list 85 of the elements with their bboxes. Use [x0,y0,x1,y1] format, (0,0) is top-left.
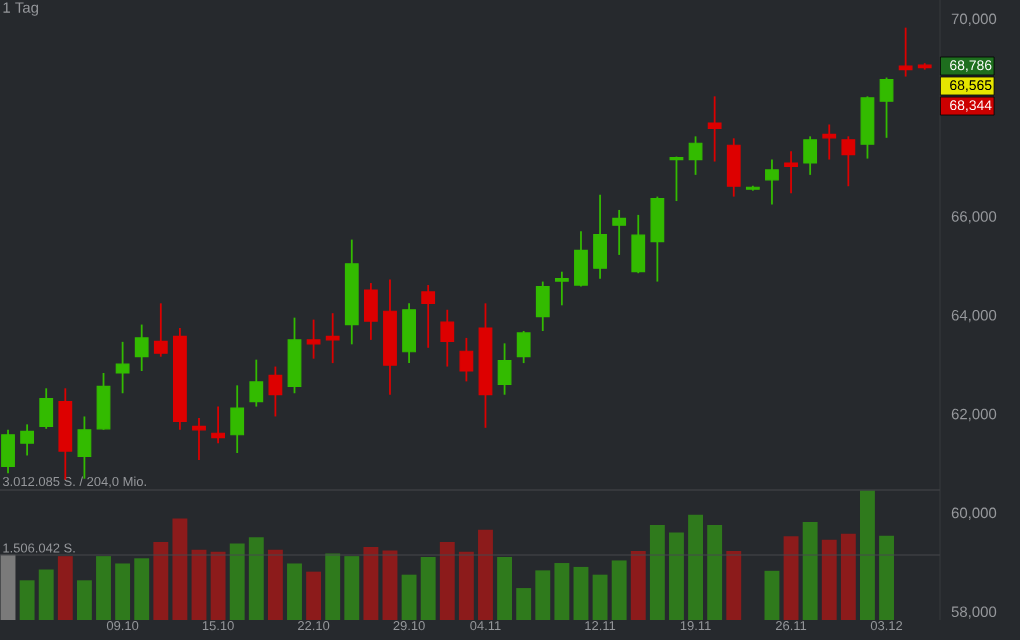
bar [573,566,589,620]
bar [783,536,799,620]
bar [478,529,493,620]
bar [248,537,264,620]
candlestick [765,158,779,206]
bar [821,539,837,620]
bar [669,532,684,620]
candlestick [230,384,245,454]
candlestick [115,340,130,395]
candlestick [860,95,875,160]
bar [707,525,723,620]
bar [592,574,608,620]
bar [172,518,188,620]
bar [535,570,551,620]
candlestick [1,428,15,475]
candlestick [612,209,627,256]
candlestick [402,302,416,364]
bar [802,522,818,620]
bar [38,569,54,620]
bar [611,560,627,620]
candlestick [440,308,455,368]
bar [363,547,379,620]
candlestick [574,230,588,288]
bar [229,543,245,620]
bar [726,550,742,620]
bar [516,588,532,620]
bar [57,556,73,620]
bar [401,574,417,620]
candlestick [803,135,818,176]
bar [134,558,150,620]
candlestick [554,270,569,307]
bar [96,556,111,620]
bar [420,556,436,620]
bar [191,549,207,620]
bar [115,563,131,620]
bar [879,535,894,620]
candlestick [249,358,264,408]
bar [382,550,398,620]
candlestick [707,95,722,163]
candlestick [153,302,168,358]
candlestick [325,312,340,364]
candlestick [784,150,798,195]
bar [439,541,455,620]
candlestick [287,316,302,395]
bar [859,490,875,620]
candlestick [421,284,436,349]
bar [840,533,856,620]
candlestick [497,342,512,396]
candlestick [631,214,646,275]
bar [306,571,322,620]
candlestick [879,76,894,139]
candlestick [669,155,684,202]
bar [76,580,92,620]
candlestick [459,337,474,383]
bar [554,563,570,620]
bar [267,549,283,620]
candlestick [39,387,54,430]
bar [19,580,35,620]
candlestick [593,193,607,280]
candlestick [20,423,35,457]
bar [287,563,302,620]
candlestick [134,323,149,372]
bar [325,553,341,620]
candlestick [841,135,856,188]
candlestick [650,195,665,283]
candlestick [306,318,321,360]
candlestick [516,330,531,364]
bar [0,554,16,620]
candlestick [688,135,703,176]
bar [344,556,360,620]
bar [458,551,474,620]
bar [649,525,665,620]
candlestick [535,280,550,332]
candlestick [726,137,741,198]
bar [210,551,226,620]
bar [153,541,169,620]
candlestick [211,405,226,445]
bar [688,514,704,620]
bar [764,570,780,620]
bar [497,556,513,620]
candlestick [77,415,92,480]
candlestick [96,372,111,431]
bar [630,550,646,620]
candlestick [268,365,283,418]
candlestick [363,282,378,341]
